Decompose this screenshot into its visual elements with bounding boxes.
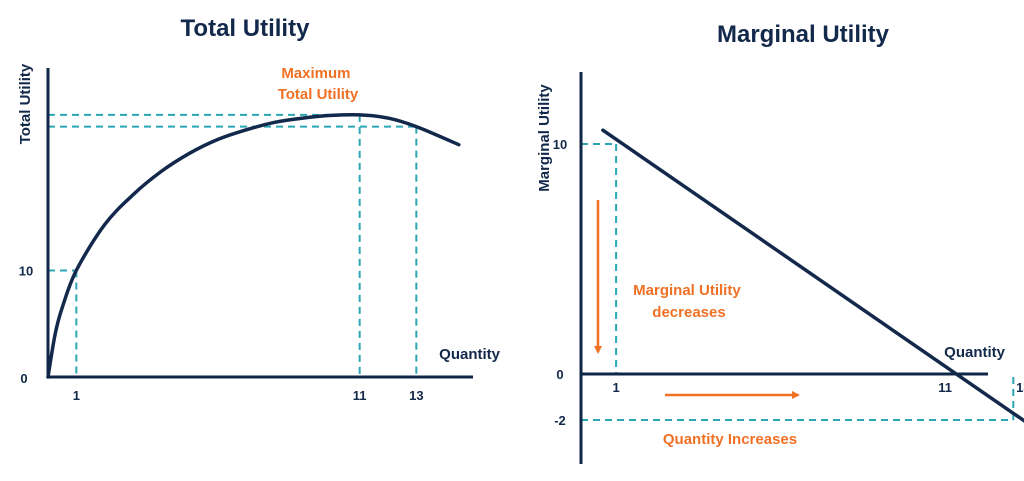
maximum-total-utility-annotation: Maximum Total Utility	[278, 65, 359, 103]
quantity-increases-annotation: Quantity Increases	[663, 431, 797, 448]
total-utility-x-tick-13: 13	[409, 388, 423, 403]
annotation-line-1: Maximum	[281, 65, 350, 82]
total-utility-guides	[48, 113, 418, 377]
total-utility-chart: Total Utility Total Utility Quantity 0 1…	[17, 15, 501, 403]
marginal-utility-ticks: 11113100-2	[553, 137, 1024, 428]
total-utility-x-tick-1: 1	[73, 388, 80, 403]
marginal-utility-decreases-annotation: Marginal Utility decreases	[633, 282, 745, 321]
marginal-utility-y-tick--2: -2	[554, 413, 566, 428]
marginal-utility-y-tick-10: 10	[553, 137, 567, 152]
annotation-line-2: Total Utility	[278, 86, 359, 103]
marginal-utility-y-tick-0: 0	[556, 367, 563, 382]
marginal-utility-x-tick-13: 13	[1016, 380, 1024, 395]
total-utility-title: Total Utility	[181, 15, 311, 42]
total-utility-curve	[46, 112, 461, 379]
decrease-annotation-line-2: decreases	[652, 304, 725, 321]
marginal-utility-guides	[581, 143, 1015, 421]
marginal-utility-x-axis-label: Quantity	[944, 344, 1005, 361]
marginal-utility-chart: Marginal Utility Marginal Utility Quanti…	[536, 21, 1024, 464]
marginal-utility-title: Marginal Utility	[717, 21, 890, 48]
marginal-utility-line	[601, 128, 1024, 423]
total-utility-origin-label: 0	[20, 371, 27, 386]
decrease-annotation-line-1: Marginal Utility	[633, 282, 741, 299]
marginal-utility-x-tick-11: 11	[938, 380, 952, 395]
total-utility-x-axis-label: Quantity	[439, 346, 500, 363]
marginal-utility-x-tick-1: 1	[612, 380, 619, 395]
total-utility-x-tick-11: 11	[353, 388, 367, 403]
total-utility-y-tick-10: 10	[19, 263, 33, 278]
total-utility-y-axis-label: Total Utility	[17, 63, 34, 144]
marginal-utility-y-axis-label: Marginal Utility	[536, 84, 553, 192]
